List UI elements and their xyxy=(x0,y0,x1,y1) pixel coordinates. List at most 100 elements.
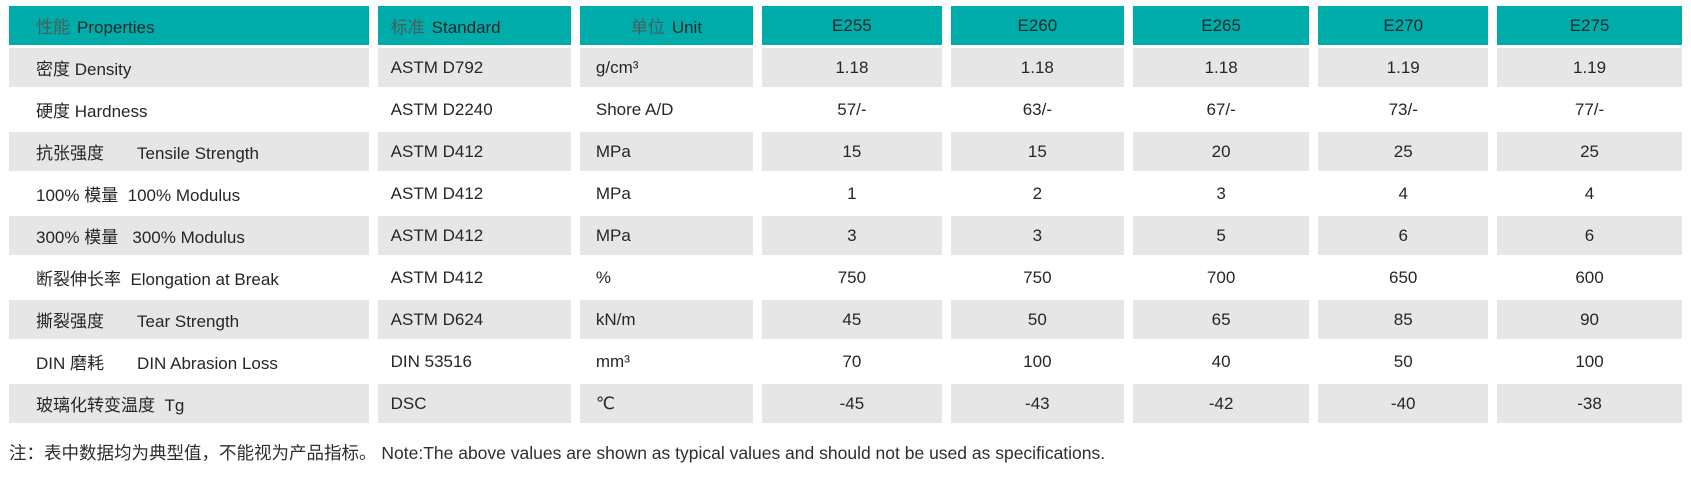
value-cell: 1.19 xyxy=(1318,48,1489,87)
value-cell: 1.19 xyxy=(1497,48,1682,87)
standard-header: 标准 Standard xyxy=(377,6,571,45)
properties-header: 性能 Properties xyxy=(9,6,369,45)
value-cell: 63/- xyxy=(950,90,1124,129)
unit-cell: mm³ xyxy=(579,342,753,381)
value-cell: 750 xyxy=(761,258,942,297)
table-row: 抗张强度 Tensile Strength ASTM D412 MPa 15 15 20 2… xyxy=(9,132,1682,171)
unit-cell: g/cm³ xyxy=(579,48,753,87)
standard-cell: ASTM D2240 xyxy=(377,90,571,129)
value-cell: -40 xyxy=(1318,384,1489,423)
value-cell: 100 xyxy=(1497,342,1682,381)
properties-table: 性能 Properties 标准 Standard 单位 Unit E255 E260… xyxy=(0,3,1691,426)
value-cell: 73/- xyxy=(1318,90,1489,129)
value-cell: 6 xyxy=(1318,216,1489,255)
unit-cell: kN/m xyxy=(579,300,753,339)
property-cell: 100% 模量 100% Modulus xyxy=(9,174,369,213)
value-cell: 70 xyxy=(761,342,942,381)
value-cell: 650 xyxy=(1318,258,1489,297)
value-cell: 40 xyxy=(1132,342,1310,381)
unit-cell: ℃ xyxy=(579,384,753,423)
value-cell: 6 xyxy=(1497,216,1682,255)
header-row: 性能 Properties 标准 Standard 单位 Unit E255 E260… xyxy=(9,6,1682,45)
standard-cell: DSC xyxy=(377,384,571,423)
value-cell: 20 xyxy=(1132,132,1310,171)
value-cell: 1.18 xyxy=(761,48,942,87)
value-cell: -38 xyxy=(1497,384,1682,423)
value-cell: 15 xyxy=(761,132,942,171)
standard-cell: ASTM D412 xyxy=(377,258,571,297)
value-cell: -42 xyxy=(1132,384,1310,423)
properties-header-en: Properties xyxy=(77,18,155,37)
grade-header-e260: E260 xyxy=(950,6,1124,45)
value-cell: 5 xyxy=(1132,216,1310,255)
grade-header-e270: E270 xyxy=(1318,6,1489,45)
table-row: DIN 磨耗 DIN Abrasion Loss DIN 53516 mm³ 70 10… xyxy=(9,342,1682,381)
value-cell: 750 xyxy=(950,258,1124,297)
unit-cell: MPa xyxy=(579,216,753,255)
value-cell: 45 xyxy=(761,300,942,339)
property-cell: 300% 模量 300% Modulus xyxy=(9,216,369,255)
standard-header-cn: 标准 xyxy=(390,18,425,37)
unit-cell: % xyxy=(579,258,753,297)
value-cell: 1 xyxy=(761,174,942,213)
table-row: 密度 Density ASTM D792 g/cm³ 1.18 1.18 1.18 1.19… xyxy=(9,48,1682,87)
table-row: 断裂伸长率 Elongation at Break ASTM D412% 750 75… xyxy=(9,258,1682,297)
unit-header: 单位 Unit xyxy=(579,6,753,45)
table-row: 玻璃化转变温度 Tg DSC ℃ -45 -43 -42 -40 -38 xyxy=(9,384,1682,423)
value-cell: 700 xyxy=(1132,258,1310,297)
value-cell: -45 xyxy=(761,384,942,423)
unit-cell: MPa xyxy=(579,132,753,171)
property-cell: 断裂伸长率 Elongation at Break xyxy=(9,258,369,297)
value-cell: 100 xyxy=(950,342,1124,381)
table-row: 硬度 Hardness ASTM D2240 Shore A/D 57/- 63/- 67… xyxy=(9,90,1682,129)
standard-cell: DIN 53516 xyxy=(377,342,571,381)
standard-cell: ASTM D412 xyxy=(377,216,571,255)
value-cell: 2 xyxy=(950,174,1124,213)
value-cell: 77/- xyxy=(1497,90,1682,129)
value-cell: 3 xyxy=(1132,174,1310,213)
table-body: 密度 Density ASTM D792 g/cm³ 1.18 1.18 1.18 1.19… xyxy=(9,48,1682,423)
value-cell: 50 xyxy=(950,300,1124,339)
datasheet: 性能 Properties 标准 Standard 单位 Unit E255 E260… xyxy=(0,3,1691,463)
value-cell: 90 xyxy=(1497,300,1682,339)
value-cell: 25 xyxy=(1497,132,1682,171)
table-header: 性能 Properties 标准 Standard 单位 Unit E255 E260… xyxy=(9,6,1682,45)
value-cell: 3 xyxy=(950,216,1124,255)
value-cell: 25 xyxy=(1318,132,1489,171)
property-cell: 玻璃化转变温度 Tg xyxy=(9,384,369,423)
standard-header-en: Standard xyxy=(431,18,501,37)
grade-header-e255: E255 xyxy=(761,6,942,45)
unit-cell: MPa xyxy=(579,174,753,213)
unit-header-en: Unit xyxy=(671,18,703,37)
value-cell: 57/- xyxy=(761,90,942,129)
property-cell: 硬度 Hardness xyxy=(9,90,369,129)
unit-cell: Shore A/D xyxy=(579,90,753,129)
standard-cell: ASTM D792 xyxy=(377,48,571,87)
value-cell: 600 xyxy=(1497,258,1682,297)
table-row: 撕裂强度 Tear Strength ASTM D624 kN/m 45 50 65 85 9… xyxy=(9,300,1682,339)
value-cell: 1.18 xyxy=(950,48,1124,87)
property-cell: 密度 Density xyxy=(9,48,369,87)
value-cell: 50 xyxy=(1318,342,1489,381)
table-row: 100% 模量 100% Modulus ASTM D412 MPa 1 2 3 4 4 xyxy=(9,174,1682,213)
standard-cell: ASTM D412 xyxy=(377,174,571,213)
value-cell: 15 xyxy=(950,132,1124,171)
grade-header-e265: E265 xyxy=(1132,6,1310,45)
standard-cell: ASTM D412 xyxy=(377,132,571,171)
value-cell: 67/- xyxy=(1132,90,1310,129)
grade-header-e275: E275 xyxy=(1497,6,1682,45)
value-cell: 65 xyxy=(1132,300,1310,339)
property-cell: 撕裂强度 Tear Strength xyxy=(9,300,369,339)
value-cell: 4 xyxy=(1318,174,1489,213)
value-cell: 1.18 xyxy=(1132,48,1310,87)
value-cell: -43 xyxy=(950,384,1124,423)
unit-header-cn: 单位 xyxy=(630,18,665,37)
value-cell: 4 xyxy=(1497,174,1682,213)
properties-header-cn: 性能 xyxy=(36,18,70,37)
property-cell: DIN 磨耗 DIN Abrasion Loss xyxy=(9,342,369,381)
standard-cell: ASTM D624 xyxy=(377,300,571,339)
table-row: 300% 模量 300% Modulus ASTM D412 MPa 3 3 5 6 6 xyxy=(9,216,1682,255)
value-cell: 85 xyxy=(1318,300,1489,339)
value-cell: 3 xyxy=(761,216,942,255)
table-note: 注：表中数据均为典型值，不能视为产品指标。 Note:The above val… xyxy=(9,443,1106,463)
